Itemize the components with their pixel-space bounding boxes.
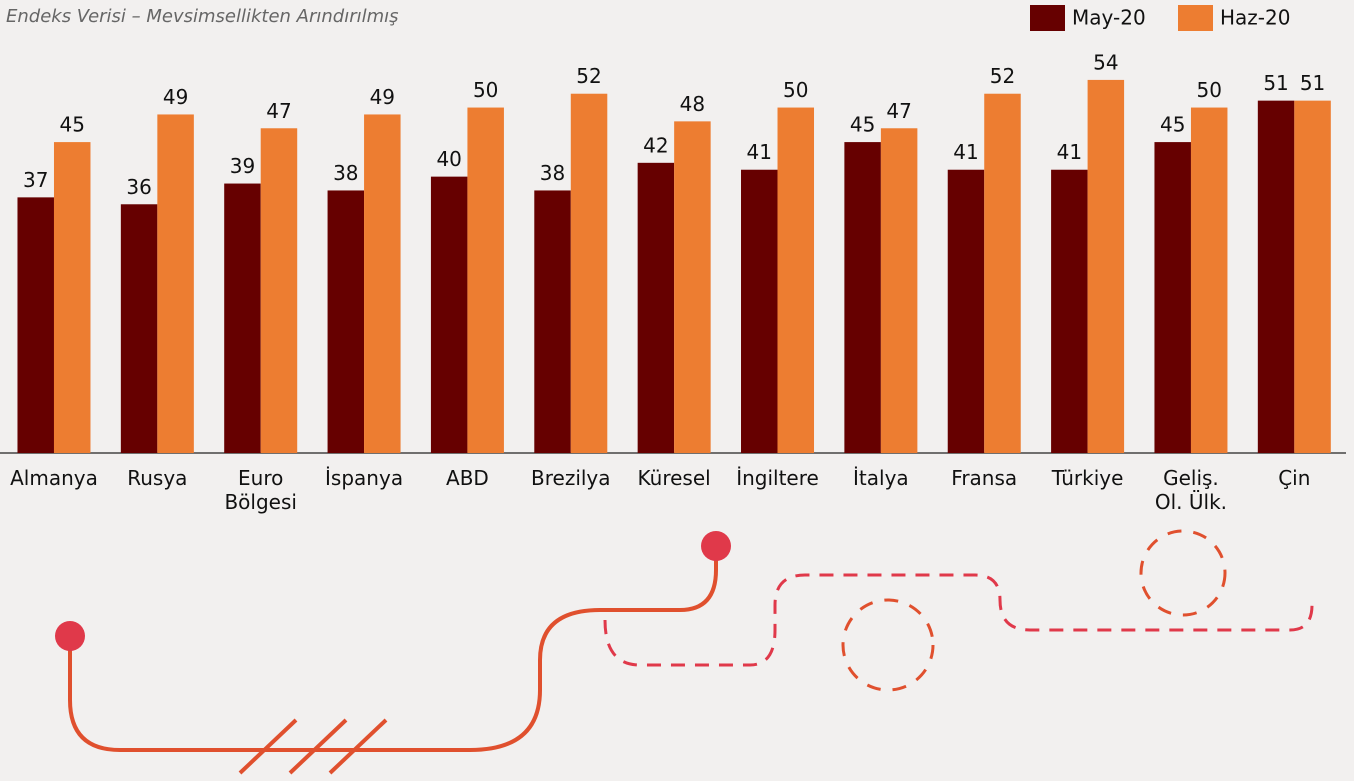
- bar: [984, 94, 1021, 453]
- bar: [638, 163, 675, 453]
- data-label: 41: [747, 140, 772, 164]
- data-label: 49: [370, 85, 395, 109]
- bar: [1154, 142, 1191, 453]
- bar: [157, 114, 194, 453]
- bar: [261, 128, 298, 453]
- bar: [741, 170, 778, 453]
- x-tick-label: İtalya: [826, 466, 936, 490]
- x-tick-label: Geliş. Ol. Ülk.: [1136, 466, 1246, 514]
- bar: [328, 190, 365, 453]
- chart-title: Endeks Verisi – Mevsimsellikten Arındırı…: [6, 6, 399, 27]
- legend-swatch: [1030, 5, 1065, 31]
- x-tick-label: Brezilya: [516, 466, 626, 490]
- data-label: 47: [886, 99, 911, 123]
- data-label: 37: [23, 168, 48, 192]
- bar: [1051, 170, 1088, 453]
- bar: [1294, 101, 1331, 453]
- bar: [224, 184, 261, 453]
- data-label: 47: [266, 99, 291, 123]
- data-label: 41: [1057, 140, 1082, 164]
- bar: [467, 108, 504, 453]
- bar: [54, 142, 91, 453]
- data-label: 45: [1160, 113, 1185, 137]
- data-label: 41: [953, 140, 978, 164]
- bar: [1258, 101, 1295, 453]
- data-label: 54: [1093, 50, 1118, 74]
- page: Endeks Verisi – Mevsimsellikten Arındırı…: [0, 0, 1354, 781]
- x-tick-label: Türkiye: [1033, 466, 1143, 490]
- x-tick-label: İspanya: [309, 466, 419, 490]
- x-tick-label: Rusya: [102, 466, 212, 490]
- data-label: 45: [850, 113, 875, 137]
- legend-label: May-20: [1072, 6, 1146, 30]
- data-label: 45: [60, 113, 85, 137]
- data-label: 51: [1263, 71, 1288, 95]
- bar: [571, 94, 608, 453]
- bar: [364, 114, 401, 453]
- x-tick-label: Küresel: [619, 466, 729, 490]
- data-label: 51: [1300, 71, 1325, 95]
- data-label: 50: [473, 78, 498, 102]
- x-tick-label: İngiltere: [723, 466, 833, 490]
- bar: [844, 142, 881, 453]
- data-label: 52: [990, 64, 1015, 88]
- data-label: 49: [163, 85, 188, 109]
- data-label: 39: [230, 154, 255, 178]
- chart: Endeks Verisi – Mevsimsellikten Arındırı…: [0, 0, 1354, 781]
- data-label: 48: [680, 92, 705, 116]
- x-tick-label: Fransa: [929, 466, 1039, 490]
- bar: [121, 204, 158, 453]
- legend-label: Haz-20: [1220, 6, 1290, 30]
- legend-swatch: [1178, 5, 1213, 31]
- bar: [534, 190, 571, 453]
- bar: [948, 170, 985, 453]
- x-tick-label: Euro Bölgesi: [206, 466, 316, 514]
- bar: [1191, 108, 1228, 453]
- bar: [881, 128, 918, 453]
- data-label: 36: [126, 175, 151, 199]
- data-label: 42: [643, 133, 668, 157]
- data-label: 40: [436, 147, 461, 171]
- x-tick-label: Almanya: [0, 466, 109, 490]
- data-label: 38: [540, 161, 565, 185]
- data-label: 38: [333, 161, 358, 185]
- x-tick-label: ABD: [412, 466, 522, 490]
- bar: [431, 177, 468, 453]
- x-tick-label: Çin: [1239, 466, 1349, 490]
- data-label: 50: [1196, 78, 1221, 102]
- data-label: 52: [576, 64, 601, 88]
- bar: [778, 108, 815, 453]
- bar: [17, 197, 54, 453]
- bar: [1088, 80, 1125, 453]
- data-label: 50: [783, 78, 808, 102]
- bar: [674, 121, 711, 453]
